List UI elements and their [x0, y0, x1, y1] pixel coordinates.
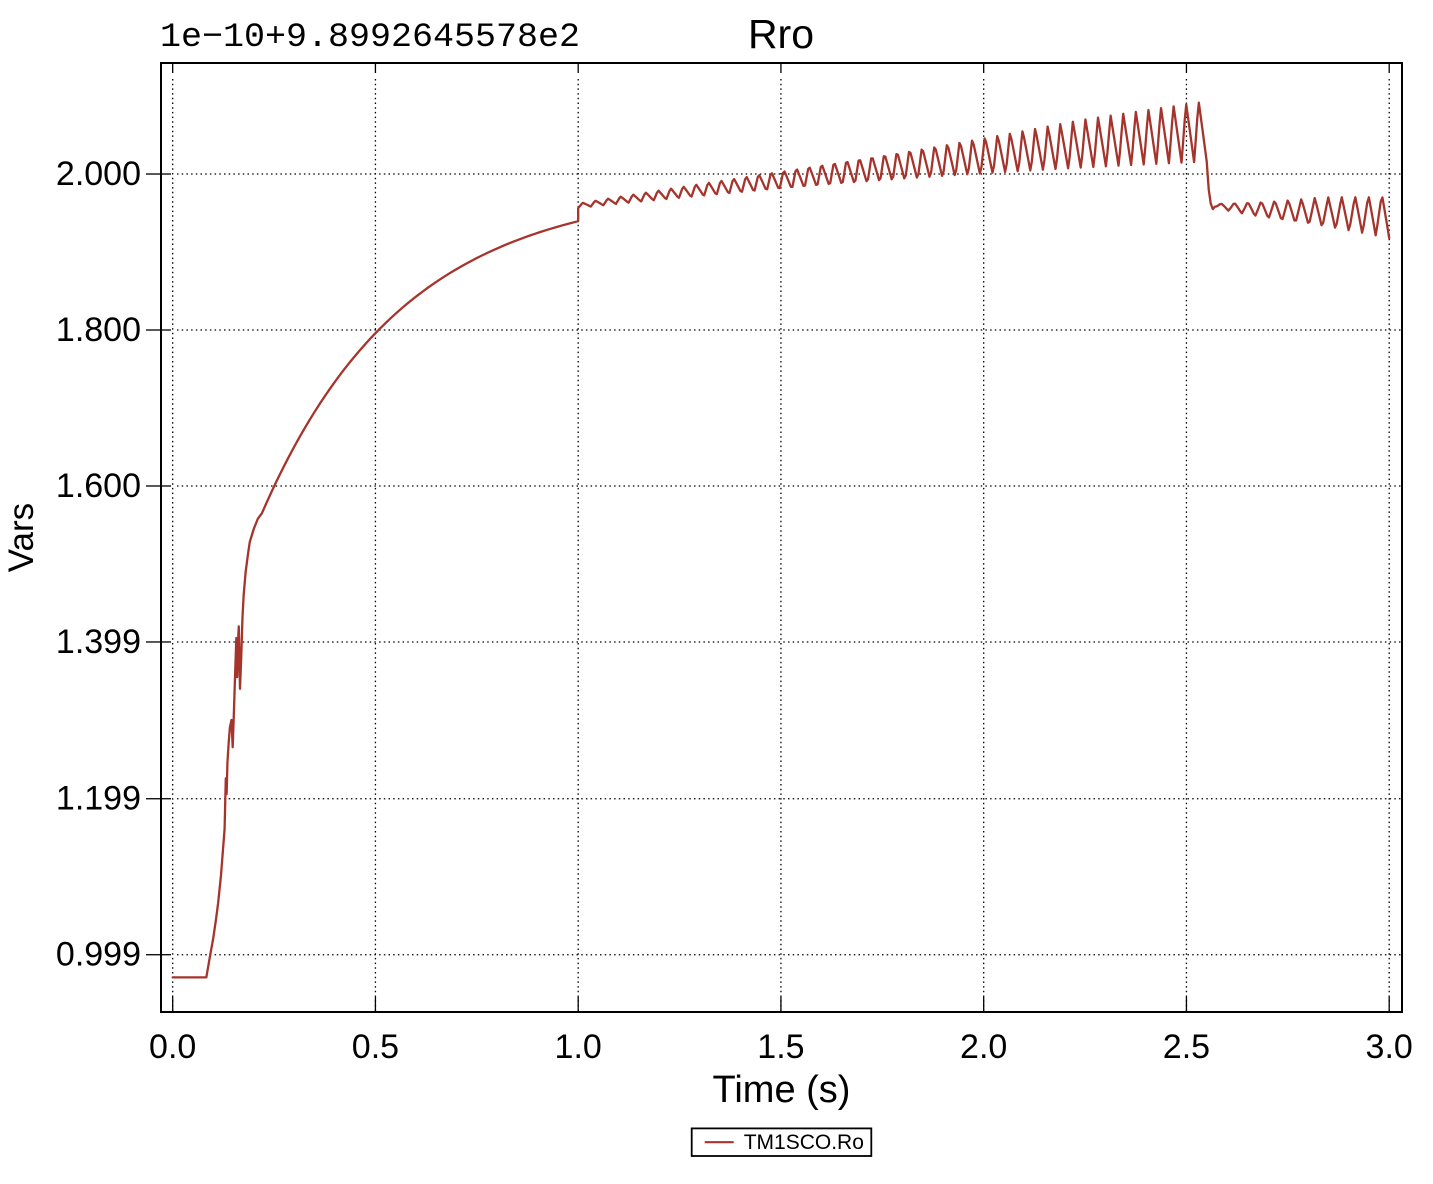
svg-text:0.5: 0.5: [352, 1028, 399, 1066]
svg-text:Rro: Rro: [748, 11, 814, 57]
svg-text:1.199: 1.199: [56, 780, 141, 818]
svg-text:Vars: Vars: [2, 503, 41, 572]
svg-text:2.5: 2.5: [1163, 1028, 1210, 1066]
svg-text:1.800: 1.800: [56, 311, 141, 349]
svg-text:2.0: 2.0: [960, 1028, 1007, 1066]
svg-text:1.0: 1.0: [555, 1028, 602, 1066]
svg-text:2.000: 2.000: [56, 155, 141, 193]
svg-text:1e−10+9.8992645578e2: 1e−10+9.8992645578e2: [160, 19, 580, 57]
svg-text:1.399: 1.399: [56, 623, 141, 661]
svg-text:1.5: 1.5: [757, 1028, 804, 1066]
svg-text:3.0: 3.0: [1366, 1028, 1413, 1066]
svg-text:TM1SCO.Ro: TM1SCO.Ro: [744, 1131, 864, 1154]
svg-text:0.999: 0.999: [56, 936, 141, 974]
svg-text:Time (s): Time (s): [713, 1069, 851, 1111]
svg-text:0.0: 0.0: [149, 1028, 196, 1066]
svg-text:1.600: 1.600: [56, 467, 141, 505]
